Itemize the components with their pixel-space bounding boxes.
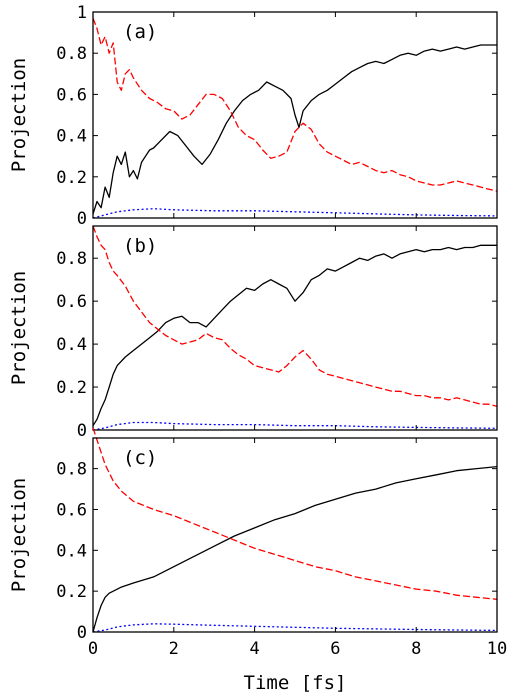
- panel-c-series-2-line: [92, 427, 498, 600]
- panel-a-ytick-label: 0: [77, 209, 87, 229]
- panel-c-xtick-label: 10: [487, 639, 507, 659]
- panel-c-ytick-label: 0.8: [56, 460, 87, 480]
- panel-a-ytick-label: 1: [77, 3, 87, 23]
- panel-a-series-2-line: [92, 17, 498, 192]
- panel-c-frame: [92, 437, 498, 633]
- panel-a-ytick-label: 0.6: [56, 85, 87, 105]
- panel-c-ytick-label: 0.6: [56, 500, 87, 520]
- panel-a-ylabel: Projection: [8, 58, 30, 172]
- panel-a-ytick-label: 0.4: [56, 127, 87, 147]
- panel-c-xtick-label: 4: [249, 639, 259, 659]
- panel-c-series-3-line: [92, 623, 498, 633]
- panel-c-xlabel: Time [fs]: [244, 672, 347, 694]
- panel-b-ytick-label: 0.8: [56, 249, 87, 269]
- panel-b-label: (b): [123, 235, 157, 257]
- panel-b-ytick-label: 0.6: [56, 292, 87, 312]
- panel-c-xtick-label: 6: [330, 639, 340, 659]
- panel-a-label: (a): [123, 21, 157, 43]
- panel-c-ytick-label: 0: [77, 623, 87, 643]
- panel-b-series-3-line: [92, 421, 498, 431]
- panel-c-series-1-line: [92, 465, 498, 633]
- panel-b-series-1-line: [92, 244, 497, 427]
- panel-b-ylabel: Projection: [8, 271, 30, 385]
- panel-c-xtick-label: 0: [88, 639, 98, 659]
- panel-c-ytick-label: 0.2: [56, 582, 87, 602]
- panel-a-series-1-line: [92, 44, 497, 215]
- panel-c-ylabel: Projection: [8, 478, 30, 592]
- panel-a-ytick-label: 0.8: [56, 44, 87, 64]
- panel-b-series-2-line: [92, 225, 498, 408]
- panel-a-ytick-label: 0.2: [56, 168, 87, 188]
- panel-b-ytick-label: 0: [77, 421, 87, 441]
- panel-b-frame: [92, 225, 498, 431]
- panel-a-series-3-line: [92, 208, 498, 219]
- panel-a-frame: [92, 11, 498, 219]
- panel-c-xtick-label: 8: [411, 639, 421, 659]
- panel-c-xtick-label: 2: [169, 639, 179, 659]
- panel-b-ytick-label: 0.4: [56, 335, 87, 355]
- panel-b-ytick-label: 0.2: [56, 378, 87, 398]
- panel-c-label: (c): [123, 447, 157, 469]
- panel-c-ytick-label: 0.4: [56, 541, 87, 561]
